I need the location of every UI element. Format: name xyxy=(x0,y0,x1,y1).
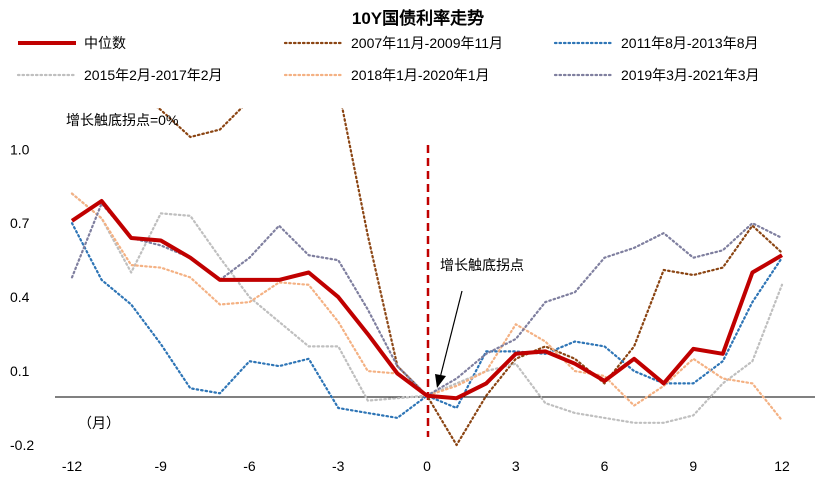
annotation-arrow-line xyxy=(439,290,463,379)
x-unit-label: （月） xyxy=(78,415,120,431)
legend: 中位数 2007年11月-2009年11月 2011年8月-2013年8月 2015年… xyxy=(16,35,760,83)
x-tick-label: 9 xyxy=(689,458,697,474)
series-line-2 xyxy=(70,222,784,419)
x-tick-label: 0 xyxy=(423,458,431,474)
legend-label-0: 中位数 xyxy=(84,35,126,51)
y-tick-label: 0.1 xyxy=(10,363,30,379)
x-tick-label: 6 xyxy=(601,458,609,474)
x-tick-label: -6 xyxy=(243,458,256,474)
legend-label-1: 2007年11月-2009年11月 xyxy=(351,35,503,51)
annotation-arrow-label: 增长触底拐点 xyxy=(440,257,524,273)
annotation-top: 增长触底拐点=0% xyxy=(66,112,178,128)
legend-label-5: 2019年3月-2021年3月 xyxy=(621,67,760,83)
x-tick-label: 12 xyxy=(774,458,790,474)
chart-title: 10Y国债利率走势 xyxy=(352,8,484,28)
legend-label-2: 2011年8月-2013年8月 xyxy=(621,35,758,51)
series-layer xyxy=(70,108,784,447)
legend-label-3: 2015年2月-2017年2月 xyxy=(84,67,223,83)
x-tick-label: -3 xyxy=(332,458,345,474)
annotation-arrow-head xyxy=(435,374,446,388)
x-axis: -12 -9 -6 -3 0 3 6 9 12 xyxy=(62,458,790,474)
y-tick-label: 1.0 xyxy=(10,141,30,157)
y-tick-label: 0.7 xyxy=(10,215,30,231)
y-tick-label: 0.4 xyxy=(10,289,30,305)
x-tick-label: -9 xyxy=(155,458,168,474)
y-axis: -0.2 0.1 0.4 0.7 1.0 xyxy=(10,141,34,453)
series-line-0 xyxy=(70,199,784,401)
x-tick-label: -12 xyxy=(62,458,82,474)
x-tick-label: 3 xyxy=(512,458,520,474)
y-tick-label: -0.2 xyxy=(10,437,34,453)
legend-label-4: 2018年1月-2020年1月 xyxy=(351,67,490,83)
